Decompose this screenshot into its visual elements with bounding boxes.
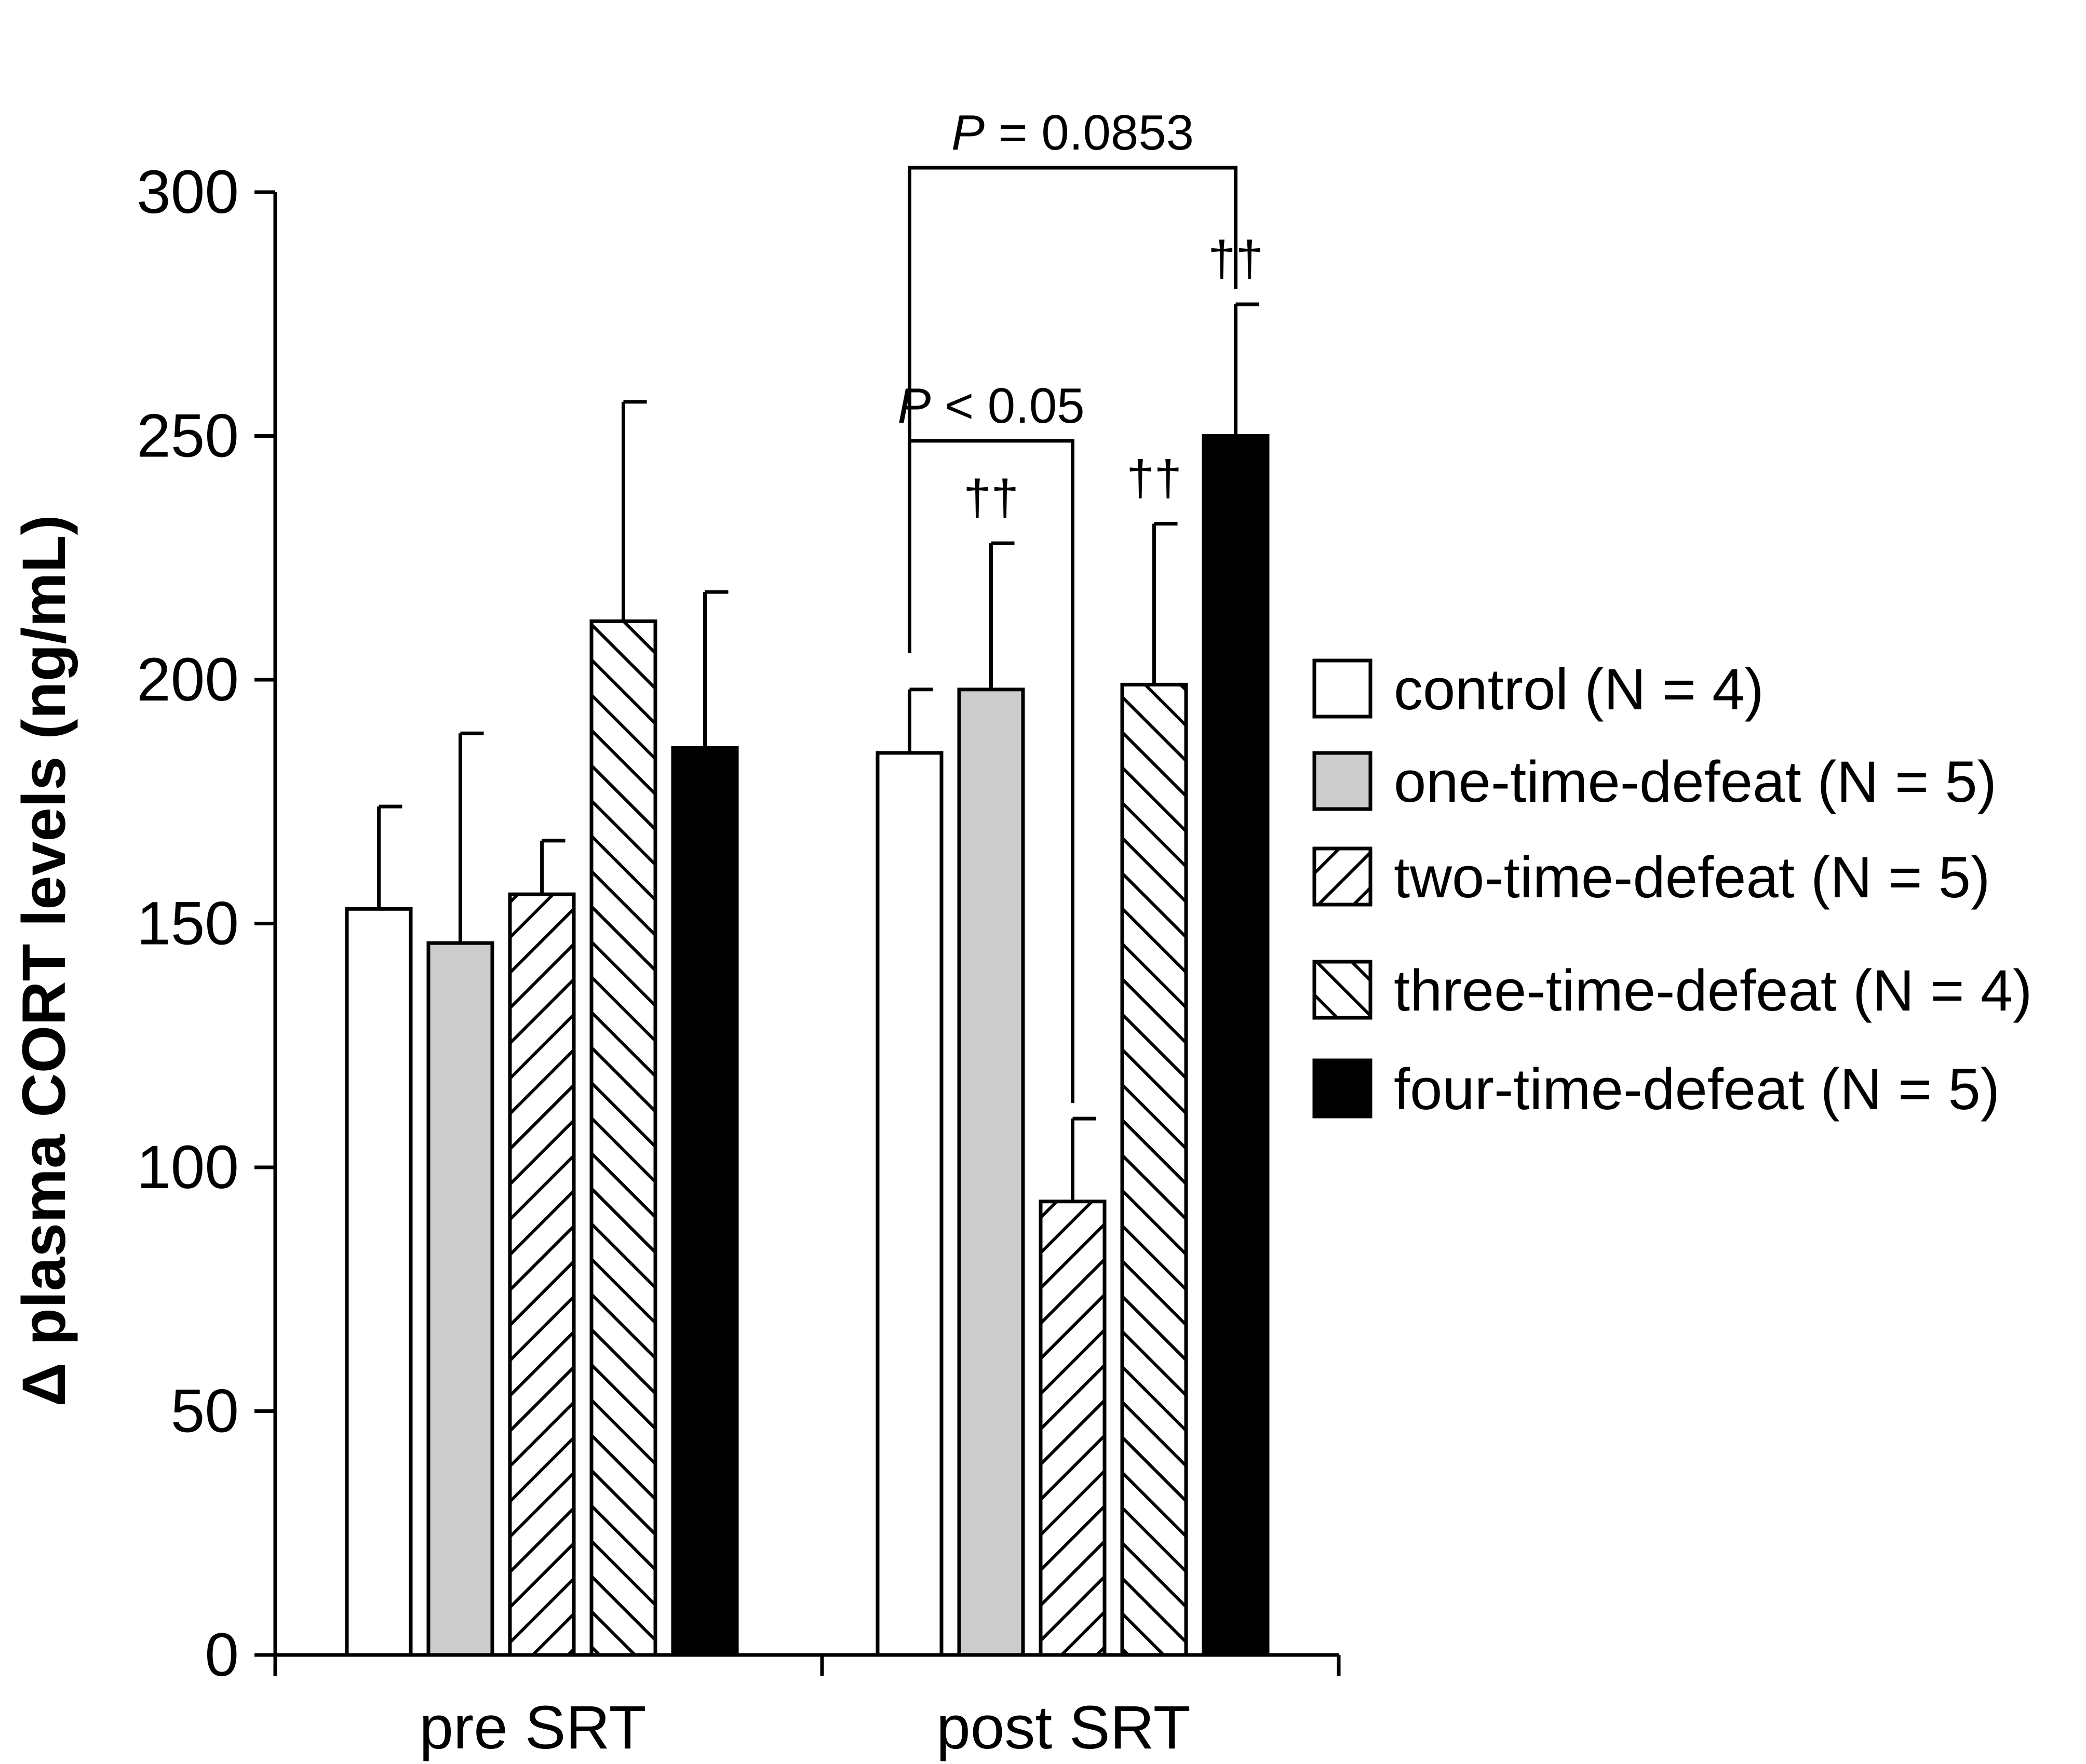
- legend-swatch: [1312, 658, 1372, 719]
- dagger-marker: ††: [1126, 451, 1182, 506]
- legend-label: two-time-defeat (N = 5): [1394, 845, 1990, 910]
- axes: 0 50 100 150 200 250 300 pre SRT post SRT: [137, 158, 1341, 1762]
- legend: control (N = 4) one-time-defeat (N = 5) tw…: [1312, 657, 2032, 1122]
- legend-label: four-time-defeat (N = 5): [1394, 1057, 2000, 1122]
- legend-label: three-time-defeat (N = 4): [1394, 958, 2032, 1023]
- bar: [957, 688, 1025, 1657]
- category-label: pre SRT: [419, 1693, 646, 1762]
- bar: [1120, 682, 1188, 1657]
- legend-swatch: [1312, 751, 1372, 811]
- bar: [345, 907, 413, 1657]
- bar: [876, 751, 944, 1657]
- y-tick-label: 250: [137, 402, 239, 470]
- y-tick-label: 0: [205, 1621, 239, 1689]
- y-tick-label: 300: [137, 158, 239, 226]
- category-label: post SRT: [936, 1693, 1191, 1762]
- bar: [426, 941, 494, 1657]
- legend-swatch: [1312, 846, 1372, 907]
- y-tick-label: 150: [137, 890, 239, 958]
- y-axis-title: Δ plasma CORT levels (ng/mL): [10, 515, 78, 1407]
- significance-bracket: [908, 166, 1237, 653]
- legend-swatch: [1312, 1058, 1372, 1119]
- p-value-label: P < 0.05: [897, 378, 1084, 434]
- y-tick-label: 200: [137, 645, 239, 714]
- bar: [589, 619, 657, 1657]
- annotations: †† ††††P < 0.05P = 0.0853: [897, 105, 1263, 1103]
- bar: [671, 746, 739, 1657]
- bar: [508, 892, 576, 1657]
- error-bars: [377, 302, 1259, 1202]
- p-value-label: P = 0.0853: [951, 105, 1194, 160]
- bars: [345, 434, 1270, 1657]
- legend-label: control (N = 4): [1394, 657, 1764, 722]
- y-tick-label: 50: [171, 1377, 239, 1446]
- y-tick-label: 100: [137, 1133, 239, 1202]
- legend-swatch: [1312, 960, 1372, 1020]
- bar: [1039, 1200, 1107, 1657]
- bar: [1202, 434, 1270, 1657]
- legend-label: one-time-defeat (N = 5): [1394, 749, 1997, 814]
- dagger-marker: ††: [963, 470, 1019, 526]
